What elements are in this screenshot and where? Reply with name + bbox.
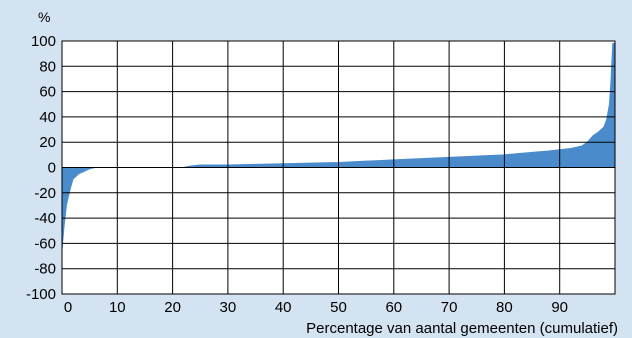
x-tick-label: 90	[551, 299, 568, 316]
y-tick-label: 100	[31, 33, 56, 50]
y-tick-label: -60	[34, 235, 56, 252]
x-tick-label: 40	[275, 299, 292, 316]
x-axis-ticks: 0 10 20 30 40 50 60 70 80 90	[64, 299, 568, 316]
x-tick-label: 10	[109, 299, 126, 316]
y-tick-label: -40	[34, 210, 56, 227]
y-axis-ticks: 100 80 60 40 20 0 -20 -40 -60 -80 -100	[26, 33, 56, 303]
y-tick-label: 20	[39, 134, 56, 151]
y-axis-unit-label: %	[38, 9, 50, 25]
y-tick-label: -20	[34, 185, 56, 202]
y-tick-label: -80	[34, 261, 56, 278]
plot-border	[61, 40, 616, 295]
y-tick-label: 80	[39, 58, 56, 75]
gridlines	[62, 41, 615, 294]
y-tick-label: 0	[48, 160, 56, 177]
x-axis-label: Percentage van aantal gemeenten (cumulat…	[306, 320, 618, 337]
x-tick-label: 80	[496, 299, 513, 316]
x-tick-label: 60	[385, 299, 402, 316]
x-tick-label: 30	[220, 299, 237, 316]
x-tick-label: 20	[164, 299, 181, 316]
y-tick-label: 60	[39, 84, 56, 101]
x-tick-label: 50	[330, 299, 347, 316]
x-tick-label: 70	[441, 299, 458, 316]
series-area	[61, 43, 616, 250]
y-tick-label: 40	[39, 109, 56, 126]
y-tick-label: -100	[26, 286, 56, 303]
x-tick-label: 0	[64, 299, 72, 316]
